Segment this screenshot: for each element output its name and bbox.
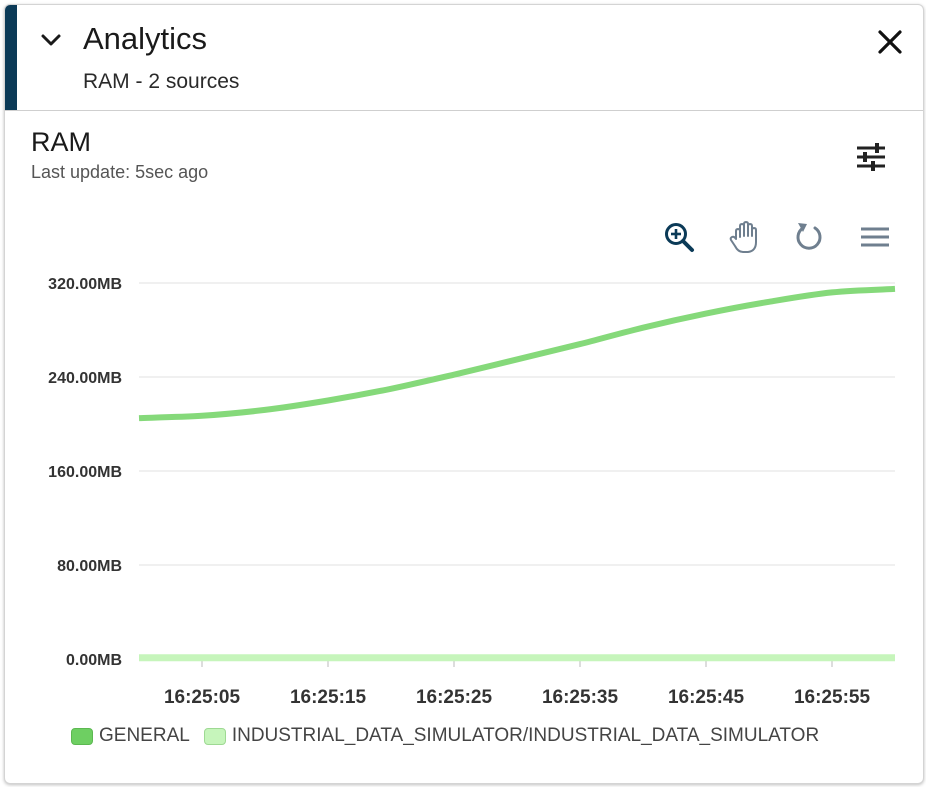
panel-subtitle: RAM - 2 sources — [83, 70, 240, 93]
ram-line-chart: 0.00MB 80.00MB 160.00MB 240.00MB 320.00MB 16:… — [48, 276, 896, 708]
accent-bar — [5, 5, 17, 110]
y-tick-label: 0.00MB — [66, 652, 122, 669]
close-button[interactable] — [873, 25, 907, 59]
collapse-button[interactable] — [37, 27, 65, 55]
chevron-down-icon — [41, 34, 61, 46]
panel-header: Analytics RAM - 2 sources — [5, 5, 923, 111]
pan-button[interactable] — [727, 219, 763, 255]
chart-menu-button[interactable] — [857, 219, 893, 255]
close-icon — [878, 30, 902, 54]
chart-settings-button[interactable] — [851, 137, 891, 177]
legend-label: INDUSTRIAL_DATA_SIMULATOR/INDUSTRIAL_DAT… — [231, 725, 820, 746]
legend-swatch — [203, 727, 226, 745]
x-tick-label: 16:25:25 — [416, 687, 492, 708]
menu-icon — [861, 227, 889, 247]
legend-swatch — [71, 727, 93, 745]
reset-zoom-button[interactable] — [791, 219, 827, 255]
last-update-text: Last update: 5sec ago — [31, 162, 209, 182]
x-tick-label: 16:25:15 — [290, 687, 366, 708]
sliders-icon — [857, 143, 885, 171]
y-tick-label: 240.00MB — [48, 370, 122, 387]
x-tick-label: 16:25:45 — [668, 687, 744, 708]
panel-title: Analytics — [83, 21, 208, 56]
pan-hand-icon — [729, 221, 757, 253]
chart-legend: GENERAL INDUSTRIAL_DATA_SIMULATOR/INDUSTR… — [71, 725, 833, 747]
legend-item[interactable]: GENERAL — [71, 725, 190, 747]
zoom-in-icon — [665, 223, 694, 252]
legend-label: GENERAL — [99, 725, 190, 746]
zoom-in-button[interactable] — [661, 219, 697, 255]
series-line-general — [138, 285, 896, 422]
x-tick-label: 16:25:05 — [164, 687, 240, 708]
x-tick-label: 16:25:35 — [542, 687, 618, 708]
analytics-panel: Analytics RAM - 2 sources RAM Last updat… — [4, 4, 924, 784]
x-tick-label: 16:25:55 — [794, 687, 870, 708]
legend-item[interactable]: INDUSTRIAL_DATA_SIMULATOR/INDUSTRIAL_DAT… — [203, 725, 820, 747]
y-tick-label: 320.00MB — [48, 276, 122, 293]
y-tick-label: 80.00MB — [57, 558, 122, 575]
reset-icon — [796, 223, 822, 250]
y-tick-label: 160.00MB — [48, 464, 122, 481]
card-title: RAM — [31, 127, 91, 157]
